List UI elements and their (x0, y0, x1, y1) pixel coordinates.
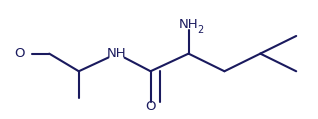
Text: O: O (14, 47, 25, 60)
Text: O: O (145, 100, 156, 113)
Text: 2: 2 (197, 25, 204, 35)
Text: NH: NH (107, 47, 127, 60)
Text: NH: NH (179, 18, 198, 31)
